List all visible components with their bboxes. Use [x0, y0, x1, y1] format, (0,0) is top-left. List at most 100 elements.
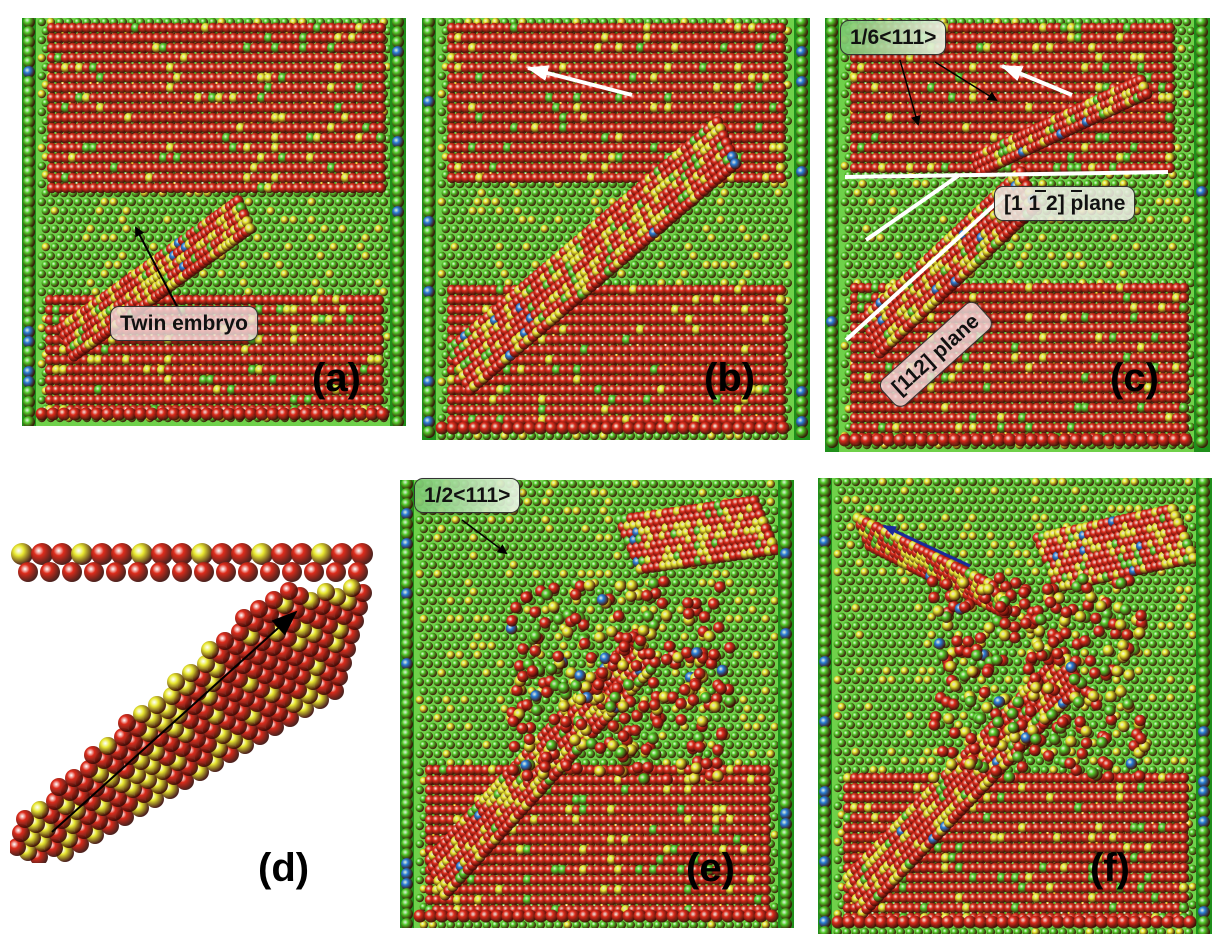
atom — [392, 76, 404, 88]
atom — [437, 215, 446, 225]
atom — [504, 206, 513, 216]
atom — [441, 278, 450, 288]
atom — [648, 242, 657, 252]
atom — [46, 407, 60, 421]
atom — [199, 269, 208, 279]
atom — [545, 233, 554, 243]
atom — [392, 256, 404, 268]
atom — [23, 126, 35, 138]
atom — [95, 224, 105, 234]
atom — [379, 215, 388, 225]
atom — [172, 197, 181, 207]
atom — [707, 269, 716, 279]
atom — [594, 188, 603, 198]
atom — [774, 224, 783, 234]
atom — [158, 224, 167, 234]
atom — [437, 107, 446, 117]
atom — [343, 251, 352, 261]
atom — [468, 260, 477, 270]
atom — [518, 215, 527, 225]
atom — [86, 278, 96, 288]
atom — [373, 324, 385, 336]
atom — [118, 197, 128, 207]
atom — [23, 366, 35, 378]
atom — [37, 161, 46, 171]
atom — [68, 260, 77, 270]
atom — [711, 224, 720, 234]
atom — [329, 224, 338, 234]
atom — [375, 32, 387, 44]
atom — [698, 197, 707, 207]
atom — [693, 260, 702, 270]
atom — [64, 287, 73, 297]
atom — [100, 269, 110, 279]
atom — [734, 215, 743, 225]
atom — [635, 269, 644, 279]
atom — [383, 206, 392, 216]
atom — [630, 260, 639, 270]
atom — [716, 269, 725, 279]
atom — [450, 260, 459, 270]
atom — [671, 251, 680, 261]
atom — [536, 251, 545, 261]
atom — [392, 266, 404, 278]
atom — [73, 269, 82, 279]
atom — [37, 107, 46, 117]
atom — [122, 260, 131, 270]
atom — [68, 407, 82, 421]
atom — [275, 242, 284, 252]
atom — [617, 269, 626, 279]
atom — [680, 215, 689, 225]
atom — [504, 242, 513, 252]
atom — [100, 233, 110, 243]
atom — [392, 206, 404, 218]
atom — [37, 125, 46, 135]
atom — [376, 407, 390, 421]
atom — [536, 197, 545, 207]
atom — [455, 233, 464, 243]
atom — [716, 197, 725, 207]
atom — [662, 233, 671, 243]
atom — [37, 359, 46, 369]
atom — [262, 269, 271, 279]
atom — [468, 188, 477, 198]
atom — [113, 242, 123, 252]
atom — [392, 18, 404, 28]
atom — [383, 224, 392, 234]
atom — [23, 136, 35, 148]
atom — [383, 332, 392, 342]
atom — [73, 287, 82, 297]
atom — [572, 215, 581, 225]
atom — [23, 306, 35, 318]
atom — [774, 260, 783, 270]
atom — [284, 242, 293, 252]
atom — [734, 251, 743, 261]
atom — [518, 251, 527, 261]
atom — [473, 233, 482, 243]
atom — [203, 278, 212, 288]
atom — [373, 354, 385, 366]
atom — [307, 197, 316, 207]
atom — [100, 251, 110, 261]
atom — [379, 251, 388, 261]
atom — [46, 287, 55, 297]
atom — [178, 407, 192, 421]
atom — [253, 269, 262, 279]
atom — [302, 260, 311, 270]
atom — [275, 206, 284, 216]
atom — [271, 269, 280, 279]
atom — [280, 269, 289, 279]
atom — [738, 206, 747, 216]
atom — [504, 224, 513, 234]
atom — [392, 176, 404, 188]
atom — [91, 251, 101, 261]
atom — [82, 269, 91, 279]
atom — [361, 215, 370, 225]
atom — [37, 71, 46, 81]
atom — [603, 188, 612, 198]
atom — [244, 197, 253, 207]
atom — [437, 179, 446, 189]
atom — [23, 166, 35, 178]
atom — [450, 224, 459, 234]
atom — [693, 206, 702, 216]
